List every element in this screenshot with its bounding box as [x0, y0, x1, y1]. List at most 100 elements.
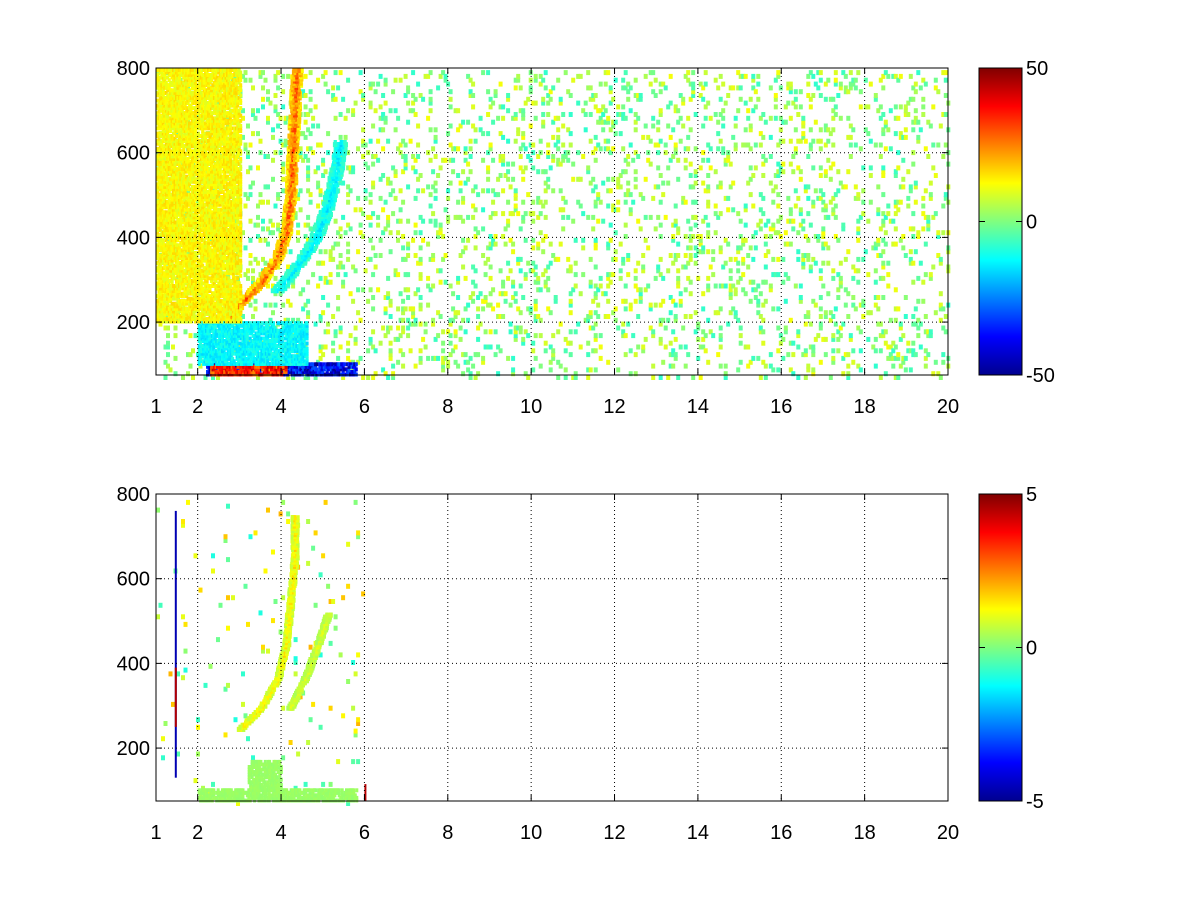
heatmap-cell	[433, 355, 438, 361]
heatmap-cell	[688, 253, 693, 258]
heatmap-cell	[771, 188, 776, 194]
heatmap-cell	[561, 123, 566, 129]
heatmap-cell	[471, 203, 476, 209]
heatmap-cell	[696, 275, 701, 281]
heatmap-cell	[428, 89, 433, 95]
heatmap-cell	[761, 340, 766, 346]
heatmap-cell	[806, 367, 811, 373]
heatmap-cell	[406, 184, 411, 190]
heatmap-cell	[896, 375, 901, 380]
heatmap-cell	[513, 112, 518, 117]
heatmap-cell	[441, 157, 446, 163]
heatmap-cell	[586, 317, 591, 323]
heatmap-cell	[673, 146, 678, 152]
heatmap-cell	[683, 344, 688, 350]
heatmap-cell	[363, 268, 368, 274]
heatmap-cell	[441, 234, 446, 239]
heatmap-cell	[713, 211, 718, 217]
heatmap-cell	[881, 249, 886, 255]
heatmap-cell	[828, 176, 833, 182]
heatmap-cell	[341, 264, 346, 270]
heatmap-cell	[438, 165, 443, 171]
heatmap-cell	[521, 142, 526, 148]
heatmap-cell	[381, 93, 386, 98]
heatmap-cell	[606, 275, 611, 281]
heatmap-cell	[303, 222, 308, 228]
heatmap-cell	[326, 131, 331, 137]
heatmap-cell	[251, 284, 254, 289]
heatmap-cell	[923, 272, 928, 278]
heatmap-cell	[721, 123, 726, 129]
heatmap-cell	[673, 253, 678, 258]
heatmap-cell	[166, 363, 170, 369]
heatmap-cell	[586, 367, 591, 373]
heatmap-cell	[353, 268, 358, 274]
heatmap-cell	[546, 264, 551, 270]
heatmap-cell	[693, 214, 698, 220]
heatmap-cell	[828, 96, 833, 102]
heatmap-cell	[518, 85, 523, 91]
heatmap-cell	[466, 359, 471, 365]
heatmap-cell	[448, 340, 453, 346]
heatmap-cell	[703, 333, 708, 339]
heatmap-cell	[331, 85, 336, 91]
heatmap-cell	[216, 100, 220, 106]
heatmap-cell	[578, 203, 583, 209]
heatmap-cell	[413, 253, 418, 258]
heatmap-cell	[563, 70, 568, 76]
heatmap-cell	[403, 154, 408, 159]
heatmap-cell	[776, 348, 781, 354]
heatmap-cell	[833, 321, 838, 327]
heatmap-cell	[911, 226, 916, 232]
heatmap-cell	[251, 279, 255, 285]
heatmap-cell	[403, 306, 408, 312]
heatmap-cell	[253, 256, 258, 262]
heatmap-cell	[571, 218, 576, 224]
heatmap-cell	[921, 195, 926, 201]
heatmap-cell	[596, 302, 601, 308]
heatmap-cell	[538, 230, 543, 236]
heatmap-cell	[883, 329, 888, 335]
heatmap-cell	[693, 260, 698, 266]
heatmap-cell	[786, 100, 791, 106]
heatmap-cell	[593, 93, 598, 98]
heatmap-cell	[281, 188, 286, 194]
heatmap-cell	[853, 268, 858, 274]
heatmap-cell	[796, 329, 801, 335]
heatmap-cell	[803, 184, 808, 190]
heatmap-cell	[406, 100, 411, 106]
heatmap-cell	[823, 127, 828, 133]
heatmap-cell	[401, 199, 406, 205]
heatmap-cell	[856, 218, 861, 224]
heatmap-cell	[628, 371, 633, 377]
heatmap-cell	[301, 157, 306, 163]
heatmap-cell	[376, 138, 381, 144]
heatmap-cell	[821, 336, 826, 342]
heatmap-cell	[383, 199, 388, 205]
heatmap-cell	[548, 310, 553, 316]
heatmap-cell	[793, 104, 798, 110]
heatmap-cell	[521, 336, 526, 342]
heatmap-cell	[168, 367, 173, 373]
heatmap-cell	[287, 269, 291, 275]
heatmap-cell	[311, 150, 316, 156]
heatmap-cell	[881, 112, 886, 117]
heatmap-cell	[761, 317, 766, 323]
heatmap-cell	[278, 291, 283, 297]
heatmap-cell	[356, 359, 361, 365]
heatmap-cell	[198, 363, 203, 369]
heatmap-cell	[303, 234, 308, 239]
heatmap-cell	[263, 77, 268, 83]
heatmap-cell	[811, 348, 816, 354]
heatmap-cell	[333, 115, 338, 121]
heatmap-cell	[866, 310, 871, 316]
heatmap-cell	[788, 138, 793, 144]
heatmap-cell	[516, 131, 521, 137]
heatmap-cell	[911, 234, 916, 239]
heatmap-cell	[678, 115, 683, 121]
heatmap-cell	[237, 300, 240, 306]
heatmap-cell	[511, 115, 516, 121]
heatmap-cell	[833, 81, 838, 87]
heatmap-cell	[916, 134, 921, 140]
heatmap-cell	[418, 272, 423, 278]
